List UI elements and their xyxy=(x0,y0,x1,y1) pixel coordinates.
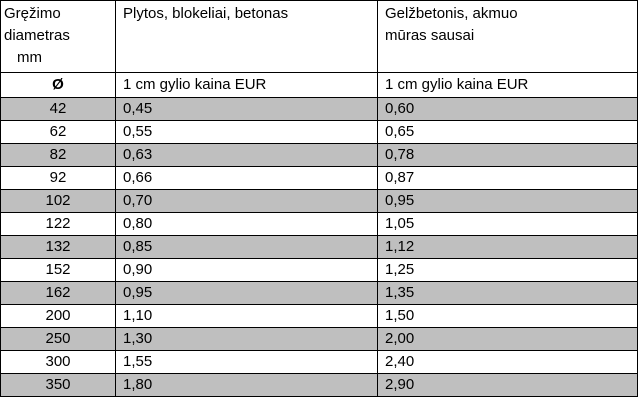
diameter-header-line-1: Gręžimo xyxy=(4,5,61,22)
concrete-price-cell: 2,90 xyxy=(377,373,638,397)
table-subheader-row: Ø 1 cm gylio kaina EUR 1 cm gylio kaina … xyxy=(0,72,638,98)
diameter-cell: 300 xyxy=(0,350,116,374)
diameter-symbol: Ø xyxy=(0,72,116,98)
brick-unit-label: 1 cm gylio kaina EUR xyxy=(115,72,378,98)
diameter-column-header: Gręžimo diametras mm xyxy=(0,0,116,73)
brick-column-header: Plytos, blokeliai, betonas xyxy=(115,0,378,73)
concrete-unit-label: 1 cm gylio kaina EUR xyxy=(377,72,638,98)
brick-price-cell: 1,10 xyxy=(115,304,378,328)
concrete-price-cell: 0,65 xyxy=(377,120,638,144)
diameter-cell: 350 xyxy=(0,373,116,397)
table-row: 350 1,80 2,90 xyxy=(0,373,638,397)
concrete-price-cell: 1,25 xyxy=(377,258,638,282)
brick-price-cell: 0,80 xyxy=(115,212,378,236)
brick-price-cell: 0,90 xyxy=(115,258,378,282)
table-row: 200 1,10 1,50 xyxy=(0,304,638,328)
diameter-cell: 92 xyxy=(0,166,116,190)
brick-price-cell: 1,80 xyxy=(115,373,378,397)
brick-price-cell: 0,45 xyxy=(115,97,378,121)
concrete-price-cell: 0,78 xyxy=(377,143,638,167)
concrete-price-cell: 0,87 xyxy=(377,166,638,190)
diameter-header-unit: mm xyxy=(17,49,42,66)
concrete-price-cell: 1,35 xyxy=(377,281,638,305)
table-row: 122 0,80 1,05 xyxy=(0,212,638,236)
brick-price-cell: 0,85 xyxy=(115,235,378,259)
brick-price-cell: 0,70 xyxy=(115,189,378,213)
concrete-price-cell: 2,00 xyxy=(377,327,638,351)
brick-price-cell: 1,55 xyxy=(115,350,378,374)
table-row: 250 1,30 2,00 xyxy=(0,327,638,351)
concrete-price-cell: 1,12 xyxy=(377,235,638,259)
table-row: 42 0,45 0,60 xyxy=(0,97,638,121)
diameter-cell: 162 xyxy=(0,281,116,305)
brick-price-cell: 0,95 xyxy=(115,281,378,305)
brick-price-cell: 1,30 xyxy=(115,327,378,351)
table-row: 132 0,85 1,12 xyxy=(0,235,638,259)
brick-price-cell: 0,63 xyxy=(115,143,378,167)
table-header-row: Gręžimo diametras mm Plytos, blokeliai, … xyxy=(0,0,638,73)
table-row: 82 0,63 0,78 xyxy=(0,143,638,167)
concrete-price-cell: 0,60 xyxy=(377,97,638,121)
table-row: 152 0,90 1,25 xyxy=(0,258,638,282)
diameter-cell: 200 xyxy=(0,304,116,328)
concrete-price-cell: 2,40 xyxy=(377,350,638,374)
table-row: 92 0,66 0,87 xyxy=(0,166,638,190)
diameter-cell: 132 xyxy=(0,235,116,259)
brick-price-cell: 0,55 xyxy=(115,120,378,144)
diameter-cell: 82 xyxy=(0,143,116,167)
concrete-price-cell: 1,05 xyxy=(377,212,638,236)
diameter-header-line-2: diametras xyxy=(4,27,70,44)
diameter-cell: 122 xyxy=(0,212,116,236)
table-row: 162 0,95 1,35 xyxy=(0,281,638,305)
diameter-cell: 152 xyxy=(0,258,116,282)
diameter-cell: 250 xyxy=(0,327,116,351)
diameter-cell: 42 xyxy=(0,97,116,121)
table-row: 62 0,55 0,65 xyxy=(0,120,638,144)
concrete-price-cell: 0,95 xyxy=(377,189,638,213)
concrete-price-cell: 1,50 xyxy=(377,304,638,328)
brick-price-cell: 0,66 xyxy=(115,166,378,190)
table-row: 300 1,55 2,40 xyxy=(0,350,638,374)
diameter-cell: 102 xyxy=(0,189,116,213)
table-row: 102 0,70 0,95 xyxy=(0,189,638,213)
concrete-column-header: Gelžbetonis, akmuo mūras sausai xyxy=(377,0,638,73)
diameter-cell: 62 xyxy=(0,120,116,144)
concrete-column-header-text: Gelžbetonis, akmuo mūras sausai xyxy=(385,5,518,44)
